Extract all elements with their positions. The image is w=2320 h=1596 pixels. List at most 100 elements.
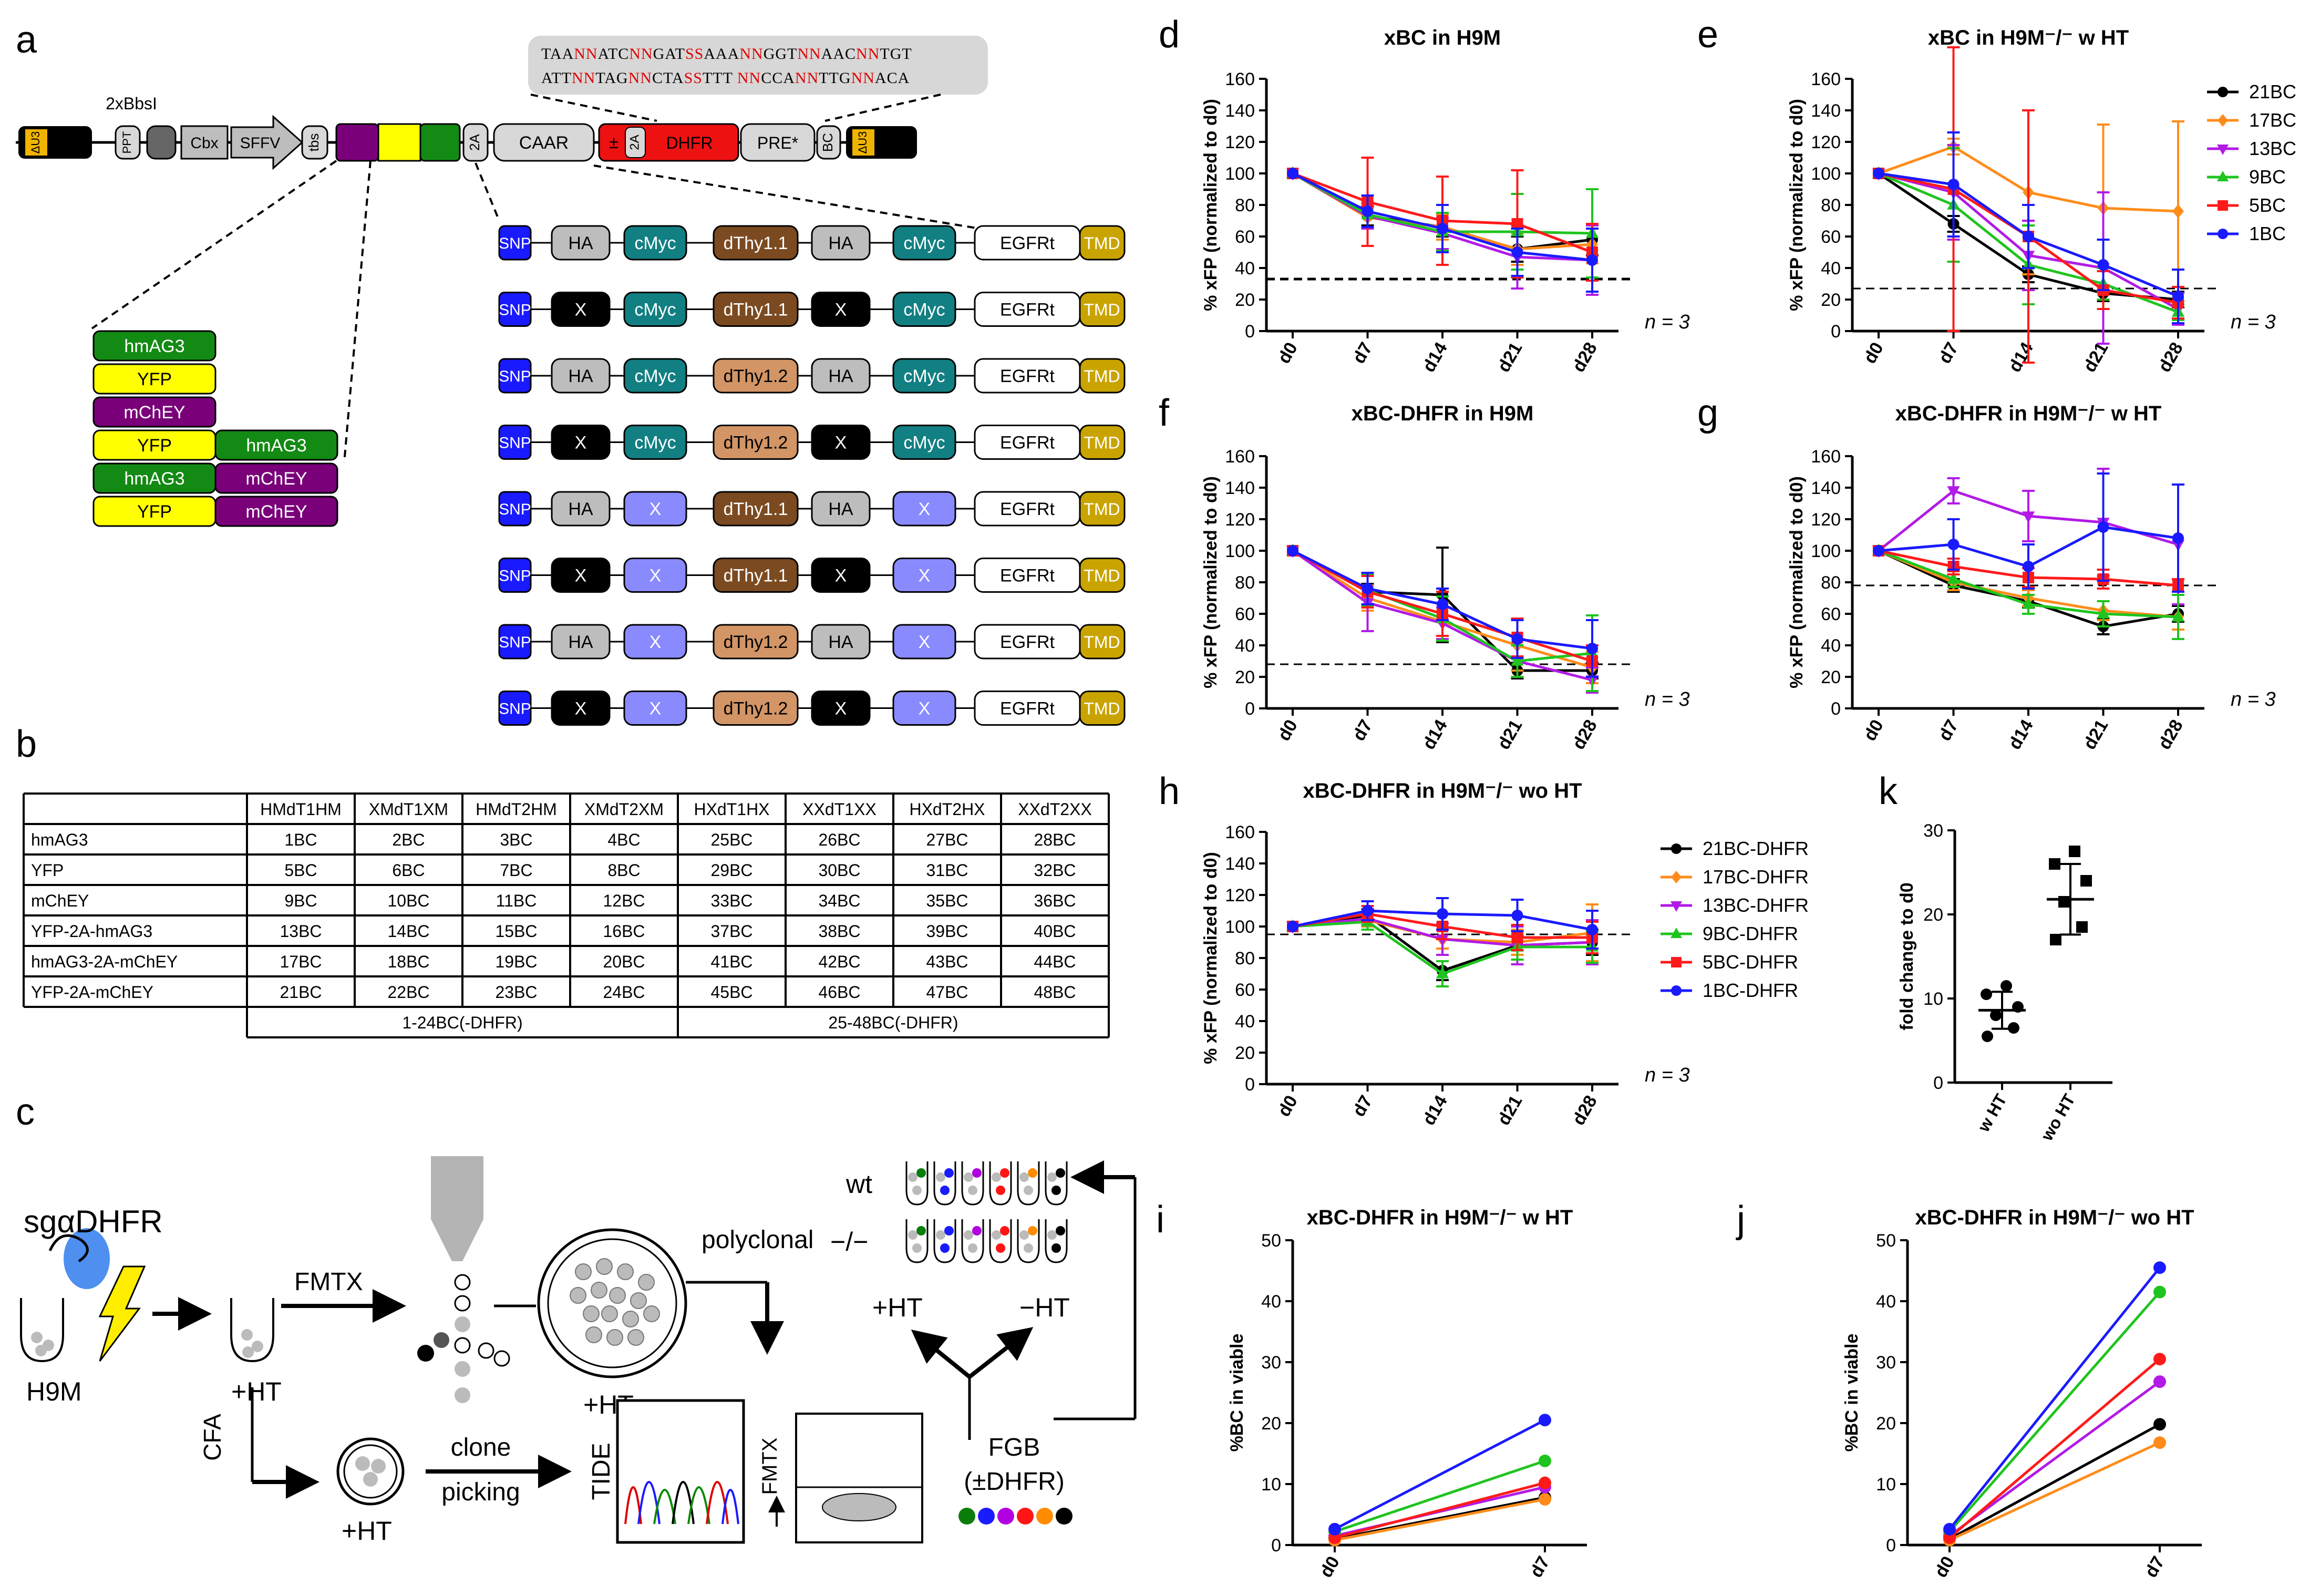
sequence-chunk: GGT <box>764 45 798 63</box>
x-tick-label: d7 <box>1526 1553 1554 1581</box>
sequence-line-2: ATTNNTAGNNCTASSTTT NNCCANNTTGNNACA <box>541 69 910 87</box>
table-cell: 39BC <box>926 922 968 941</box>
data-point <box>1539 1493 1551 1506</box>
plate-well <box>933 1161 956 1206</box>
data-point <box>1511 633 1523 645</box>
data-point <box>2153 1436 2166 1449</box>
fgb-label: FGB <box>988 1434 1040 1461</box>
fgb-color-dots <box>958 1508 1073 1525</box>
table-row-label: hmAG3-2A-mChEY <box>31 952 178 971</box>
clone-dish <box>336 1437 405 1506</box>
sequence-chunk: NN <box>797 45 821 63</box>
egfrt-label: EGFRt <box>1000 300 1055 320</box>
table-cell: 5BC <box>284 861 317 880</box>
table-col-header: HXdT2HX <box>909 800 985 819</box>
table-cell: 6BC <box>392 861 425 880</box>
legend-marker <box>1671 843 1682 854</box>
caar-domain-label: dThy1.1 <box>724 300 788 320</box>
data-point <box>1511 910 1523 921</box>
y-tick-label: 20 <box>1261 1414 1281 1434</box>
caar-domain-block <box>811 491 871 527</box>
fgb-dot <box>958 1508 975 1525</box>
table-cell: 2BC <box>392 830 425 849</box>
caar-domain-block <box>713 358 799 394</box>
caar-domain-label: cMyc <box>634 300 676 320</box>
y-tick-label: 10 <box>1261 1475 1281 1495</box>
y-tick-label: 120 <box>1811 510 1841 530</box>
data-point <box>1287 921 1298 932</box>
cfa-label: CFA <box>199 1414 226 1461</box>
fmtx-vertical-label: FMTX <box>758 1438 781 1495</box>
table-cell: 29BC <box>710 861 752 880</box>
caar-domain-label: X <box>575 300 587 320</box>
legend-marker <box>2217 145 2229 155</box>
table-cell: 1BC <box>284 830 317 849</box>
table-col-header: XMdT2XM <box>584 800 664 819</box>
legend-label: 13BC-DHFR <box>1703 894 1809 916</box>
table-cell: 46BC <box>818 983 860 1002</box>
y-tick-label: 40 <box>1235 259 1255 279</box>
data-point <box>1328 1522 1341 1536</box>
y-tick-label: 100 <box>1811 164 1841 184</box>
data-point <box>2172 291 2184 302</box>
data-point <box>1586 643 1598 654</box>
table-cell: 38BC <box>818 922 860 941</box>
y-tick-label: 50 <box>1261 1231 1281 1251</box>
sequence-chunk: NN <box>856 45 880 63</box>
table-row-label: YFP-2A-hmAG3 <box>31 922 152 941</box>
data-point <box>1947 572 1960 584</box>
caar-domain-label: dThy1.2 <box>724 699 788 719</box>
caar-domain-block <box>811 691 871 726</box>
caar-domain-label: X <box>835 433 847 453</box>
fgb-dot <box>978 1508 995 1525</box>
sequence-chunk: NN <box>739 45 763 63</box>
barcode-table: HMdT1HM XMdT1XM HMdT2HM XMdT2XM HXdT1HX XXdT1… <box>23 792 1110 1038</box>
table-cell: 21BC <box>280 983 322 1002</box>
tide-label: TIDE <box>587 1443 615 1500</box>
table-cell: 28BC <box>1034 830 1076 849</box>
table-cell: 25BC <box>710 830 752 849</box>
caar-domain-block <box>551 691 611 726</box>
caar-domain-block <box>892 491 956 527</box>
chart-f: xBC-DHFR in H9M 0 20 40 60 80 100 120 140 160 d0 d7… <box>1201 402 1690 753</box>
y-tick-label: 60 <box>1821 227 1841 247</box>
panel-a-vector-map: TAANNATCNNGATSSAAANNGGTNNAACNNTGT ATTNNT… <box>16 36 1126 726</box>
x-tick-label: d14 <box>2005 339 2037 376</box>
caar-domain-block <box>811 358 871 394</box>
fgb-dot <box>1036 1508 1053 1525</box>
plate-dot <box>1000 1168 1009 1178</box>
legend-xbc-dhfr: 21BC-DHFR 17BC-DHFR 13BC-DHFR 9BC-DHFR 5BC-D… <box>1661 838 1809 1001</box>
y-tick-label: 140 <box>1225 101 1255 121</box>
plate-well <box>905 1219 929 1263</box>
y-tick-label: 60 <box>1235 604 1255 624</box>
data-point <box>2022 597 2035 609</box>
plate-ko <box>905 1219 1068 1263</box>
bc-block <box>816 125 841 160</box>
caar-domain-label: X <box>919 499 931 519</box>
caar-domain-label: HA <box>568 632 593 652</box>
table-cell: 22BC <box>387 983 429 1002</box>
data-point <box>2069 846 2080 857</box>
table-cell: 23BC <box>495 983 537 1002</box>
caar-domain-label: cMyc <box>903 366 945 386</box>
x-tick-label: d0 <box>1274 1092 1302 1120</box>
tmd-block <box>1079 491 1126 527</box>
table-cell: 27BC <box>926 830 968 849</box>
legend-label: 9BC <box>2249 166 2286 188</box>
x-tick-label: d28 <box>2154 716 2187 753</box>
caar-domain-label: X <box>649 499 662 519</box>
x-tick-label: w HT <box>1974 1090 2010 1135</box>
caar-domain-block <box>551 292 611 327</box>
y-axis-label: % xFP (normalized to d0) <box>1201 852 1221 1064</box>
x-tick-label: d7 <box>1935 716 1963 744</box>
snp-block <box>498 358 532 394</box>
table-cell: 44BC <box>1034 952 1076 971</box>
tmd-block <box>1079 292 1126 327</box>
data-point <box>1362 583 1374 594</box>
table-cell: 33BC <box>710 891 752 910</box>
y-tick-label: 140 <box>1811 478 1841 498</box>
table-cell: 30BC <box>818 861 860 880</box>
fp-cassette-hmag3 <box>419 123 461 162</box>
y-tick-label: 20 <box>1923 905 1943 925</box>
y-tick-label: 40 <box>1235 1012 1255 1032</box>
